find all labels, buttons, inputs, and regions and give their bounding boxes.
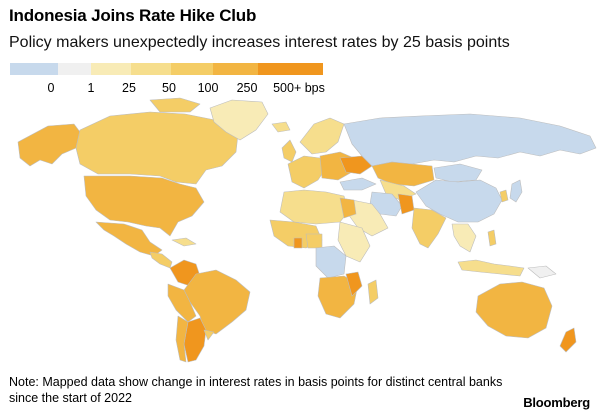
region-korea (499, 189, 509, 203)
legend-swatch-3 (131, 63, 171, 75)
region-north-africa (279, 189, 349, 225)
region-iceland (271, 121, 291, 133)
region-egypt (339, 197, 357, 219)
region-china (415, 179, 503, 223)
region-uk (281, 139, 297, 163)
legend-swatch-4 (171, 63, 213, 75)
region-japan (509, 179, 523, 203)
region-central-africa (315, 245, 347, 279)
region-chile (175, 315, 189, 363)
region-india (411, 207, 447, 249)
region-scandinavia (299, 117, 345, 155)
legend-label-1: 1 (87, 81, 95, 95)
legend-label-6: 500+ bps (273, 81, 325, 95)
region-greenland (209, 99, 269, 141)
brand-logo: Bloomberg (523, 395, 590, 410)
region-arctic-islands (149, 97, 201, 113)
region-united-states (83, 175, 205, 237)
region-philippines (487, 229, 497, 247)
region-nigeria (305, 233, 323, 249)
region-australia (475, 281, 553, 339)
world-choropleth-map (17, 97, 597, 363)
region-central-america (149, 251, 173, 269)
legend-label-4: 100 (197, 81, 219, 95)
region-new-zealand (559, 327, 577, 353)
legend-swatch-6 (258, 63, 323, 75)
legend-swatch-5 (213, 63, 258, 75)
legend-label-5: 250 (236, 81, 258, 95)
region-kazakhstan (371, 161, 435, 187)
region-caribbean (171, 237, 197, 247)
region-southern-africa (317, 275, 359, 319)
region-east-africa (337, 221, 371, 263)
chart-title: Indonesia Joins Rate Hike Club (9, 6, 257, 25)
region-russia (343, 113, 597, 167)
region-alaska (17, 123, 81, 167)
region-indonesia (457, 259, 525, 277)
region-mongolia (433, 163, 483, 183)
region-madagascar (367, 279, 379, 305)
legend-swatch-0 (10, 63, 58, 75)
region-papua (527, 265, 557, 279)
legend-label-2: 25 (122, 81, 136, 95)
legend-swatch-1 (58, 63, 91, 75)
color-legend: 0 1 25 50 100 250 500+ bps (10, 63, 340, 97)
legend-label-3: 50 (162, 81, 176, 95)
region-ghana (293, 237, 303, 249)
region-peru (167, 283, 197, 323)
region-mozambique (345, 271, 363, 297)
legend-label-0: 0 (47, 81, 55, 95)
region-uruguay (203, 329, 215, 341)
region-southeast-asia (451, 223, 477, 253)
region-pakistan (397, 193, 415, 215)
legend-swatch-2 (91, 63, 131, 75)
region-argentina (183, 317, 207, 363)
footnote: Note: Mapped data show change in interes… (9, 375, 503, 405)
region-canada (75, 111, 239, 185)
chart-subtitle: Policy makers unexpectedly increases int… (9, 34, 510, 51)
region-turkey (339, 177, 377, 191)
region-ukraine (339, 155, 373, 175)
